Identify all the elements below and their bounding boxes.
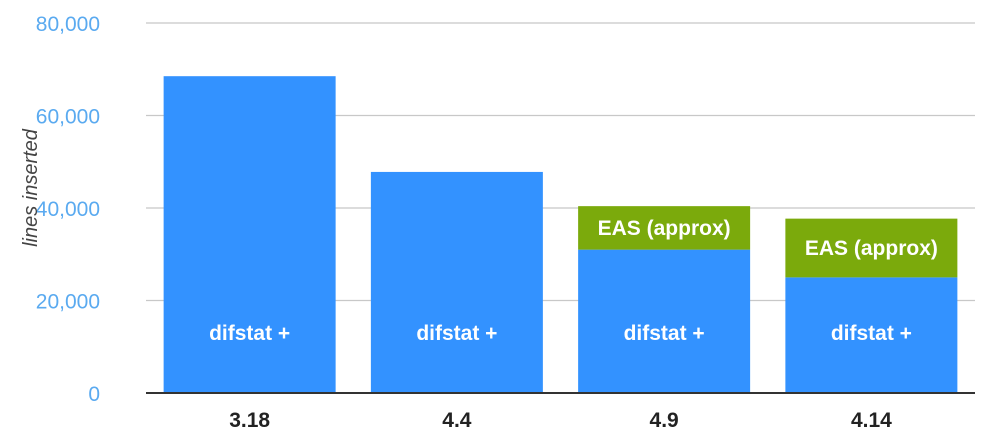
bar-label: EAS (approx) [805, 237, 938, 260]
y-tick-label: 40,000 [36, 198, 100, 221]
bar-4.14-series-1 [785, 218, 958, 278]
bar-label: difstat + [416, 322, 497, 345]
bar-label: EAS (approx) [598, 217, 731, 240]
bars: difstat + difstat + difstat + EAS (approx) d… [163, 76, 958, 393]
y-tick-label: 80,000 [36, 13, 100, 36]
bar-label: difstat + [624, 322, 705, 345]
x-tick-label: 4.4 [442, 409, 472, 432]
y-axis-label: lines inserted [20, 128, 42, 247]
x-tick-label: 4.9 [650, 409, 679, 432]
x-tick-label: 3.18 [229, 409, 270, 432]
bar-label: difstat + [209, 322, 290, 345]
y-tick-label: 60,000 [36, 106, 100, 129]
bar-4.9-series-1 [578, 206, 751, 250]
x-axis-ticks: 3.18 4.4 4.9 4.14 [229, 409, 892, 432]
bar-label: difstat + [831, 322, 912, 345]
bar-4.14-series-0 [785, 277, 958, 393]
bar-4.9-series-0 [578, 249, 751, 393]
y-axis-ticks: 0 20,000 40,000 60,000 80,000 [36, 13, 100, 406]
y-tick-label: 20,000 [36, 291, 100, 314]
bar-3.18-series-0 [163, 76, 336, 393]
x-tick-label: 4.14 [851, 409, 892, 432]
y-tick-label: 0 [88, 383, 100, 406]
bar-4.4-series-0 [370, 171, 543, 393]
